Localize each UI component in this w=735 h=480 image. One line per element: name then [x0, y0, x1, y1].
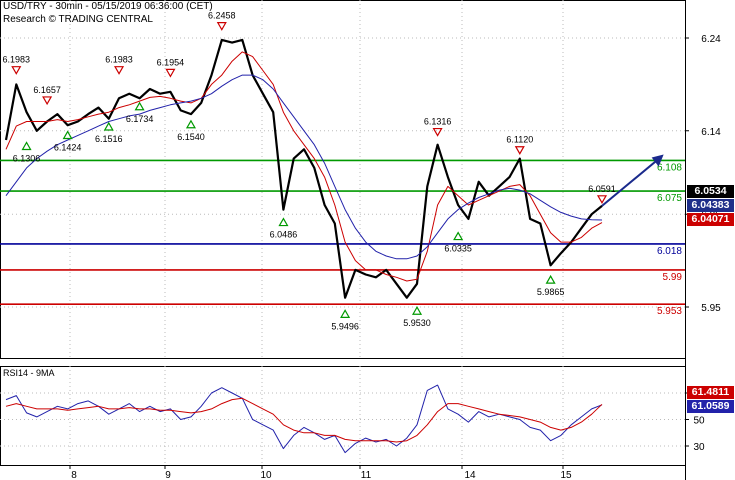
swing-low-label: 6.1424 [54, 143, 82, 153]
last-price-tag: 6.0534 [687, 185, 734, 198]
swing-high-label: 6.1954 [157, 57, 185, 67]
price-levels: 6.108 6.075 6.018 5.99 5.953 [0, 159, 685, 317]
swing-low-label: 6.0486 [270, 230, 298, 240]
x-tick-label: 10 [260, 470, 272, 480]
swing-low-label: 6.0335 [444, 244, 472, 254]
forecast-arrowhead [651, 154, 664, 167]
level-label: 6.075 [657, 193, 682, 204]
level-label: 6.018 [657, 246, 682, 257]
swing-high-marker [596, 195, 608, 205]
swing-high-marker [42, 96, 53, 106]
swing-high-marker [432, 127, 443, 137]
swing-markers: 6.1983 6.1657 6.1983 6.1954 6.2458 6.1316 6.11… [3, 11, 616, 332]
swing-high-marker [216, 22, 227, 31]
rsi-tick-label: 30 [693, 442, 705, 453]
swing-high-marker [114, 66, 125, 75]
swing-low-label: 5.9530 [403, 318, 431, 328]
swing-low-label: 5.9865 [537, 287, 565, 297]
swing-low-marker [134, 101, 145, 111]
swing-low-label: 6.1734 [126, 114, 154, 124]
level-label: 6.108 [657, 162, 682, 173]
price-tick-label: 5.95 [701, 303, 721, 314]
series-ma_fast [5, 51, 603, 282]
x-tick-label: 8 [71, 470, 77, 480]
swing-high-label: 6.2458 [208, 11, 236, 21]
swing-low-marker [103, 121, 114, 131]
swing-high-label: 6.0591 [588, 184, 616, 194]
swing-high-label: 6.1983 [105, 55, 133, 65]
swing-low-label: 6.1540 [177, 132, 205, 142]
swing-low-label: 5.9496 [331, 321, 359, 331]
level-label: 5.953 [657, 306, 682, 317]
swing-low-label: 6.1516 [95, 134, 123, 144]
swing-low-marker [278, 217, 289, 227]
ma-slow-tag: 6.04383 [687, 199, 734, 212]
rsi-series-rsi_ma [5, 397, 603, 443]
rsi-series-rsi [5, 384, 603, 454]
swing-high-label: 6.1316 [424, 117, 452, 127]
forecast-arrow [601, 154, 664, 207]
swing-high-marker [11, 66, 22, 75]
x-tick-label: 15 [560, 470, 572, 480]
rsi-tick-label: 50 [693, 416, 705, 427]
swing-low-marker [412, 306, 423, 315]
swing-high-label: 6.1983 [3, 55, 31, 65]
x-tick-label: 11 [361, 470, 372, 480]
series-price [4, 38, 603, 299]
x-tick-label: 14 [464, 470, 476, 480]
rsi-ma-tag: 61.4811 [687, 386, 734, 399]
price-tick-label: 6.14 [701, 127, 721, 138]
x-tick-label: 9 [165, 470, 171, 480]
chart-header-credit: Research © TRADING CENTRAL [3, 14, 153, 25]
ma-fast-tag: 6.04071 [687, 213, 734, 226]
series-ma_slow [5, 74, 603, 260]
swing-low-marker [185, 119, 196, 129]
forecast-line [601, 155, 663, 207]
price-series [4, 38, 603, 299]
rsi-value-tag: 61.0589 [687, 400, 734, 413]
rsi-grid [0, 366, 686, 466]
swing-high-label: 6.1657 [33, 85, 61, 95]
rsi-panel-title: RSI14 - 9MA [3, 368, 55, 378]
swing-high-label: 6.1120 [506, 135, 533, 145]
rsi-series [5, 384, 603, 454]
swing-low-label: 6.1306 [13, 153, 41, 163]
swing-high-marker [514, 146, 525, 155]
price-tick-label: 6.24 [701, 34, 721, 45]
swing-low-marker [62, 130, 73, 140]
x-axis: 8 9 10 11 14 15 [69, 465, 572, 480]
level-label: 5.99 [663, 272, 683, 283]
swing-low-marker [545, 274, 556, 284]
swing-low-marker [453, 231, 464, 241]
swing-low-marker [21, 141, 32, 151]
chart-header-title: USD/TRY - 30min - 05/15/2019 06:36:00 (C… [3, 1, 213, 12]
swing-low-marker [340, 309, 351, 318]
swing-high-marker [165, 68, 176, 78]
rsi-panel-frame [0, 366, 686, 466]
